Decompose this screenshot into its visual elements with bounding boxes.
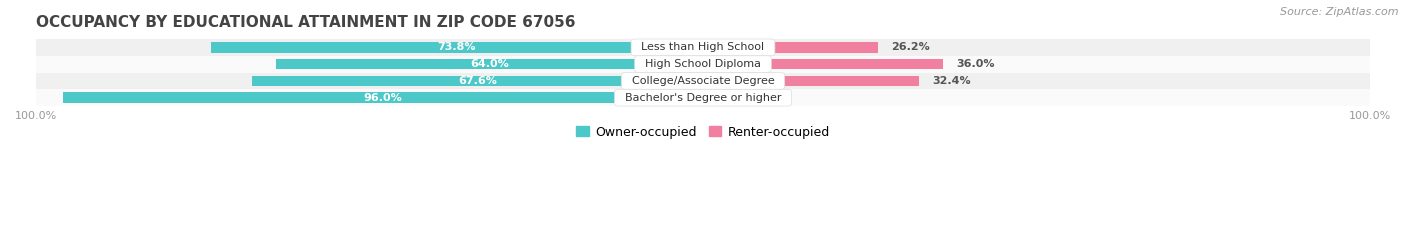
Text: Bachelor's Degree or higher: Bachelor's Degree or higher <box>617 93 789 103</box>
Text: Source: ZipAtlas.com: Source: ZipAtlas.com <box>1281 7 1399 17</box>
Bar <box>252 76 703 86</box>
Bar <box>211 42 703 53</box>
Text: 4.0%: 4.0% <box>742 93 773 103</box>
Text: 64.0%: 64.0% <box>470 59 509 69</box>
Bar <box>37 89 1369 106</box>
Bar <box>703 59 943 69</box>
Text: High School Diploma: High School Diploma <box>638 59 768 69</box>
Text: 73.8%: 73.8% <box>437 42 477 52</box>
Bar <box>703 76 920 86</box>
Text: OCCUPANCY BY EDUCATIONAL ATTAINMENT IN ZIP CODE 67056: OCCUPANCY BY EDUCATIONAL ATTAINMENT IN Z… <box>37 15 575 30</box>
Text: 32.4%: 32.4% <box>932 76 972 86</box>
Text: Less than High School: Less than High School <box>634 42 772 52</box>
Bar <box>703 93 730 103</box>
Bar <box>63 93 703 103</box>
Bar <box>37 39 1369 56</box>
Bar <box>276 59 703 69</box>
Text: College/Associate Degree: College/Associate Degree <box>624 76 782 86</box>
Text: 67.6%: 67.6% <box>458 76 498 86</box>
Text: 26.2%: 26.2% <box>891 42 929 52</box>
Text: 36.0%: 36.0% <box>956 59 995 69</box>
Bar <box>37 72 1369 89</box>
Bar <box>37 56 1369 72</box>
Bar <box>703 42 877 53</box>
Legend: Owner-occupied, Renter-occupied: Owner-occupied, Renter-occupied <box>576 126 830 139</box>
Text: 96.0%: 96.0% <box>364 93 402 103</box>
